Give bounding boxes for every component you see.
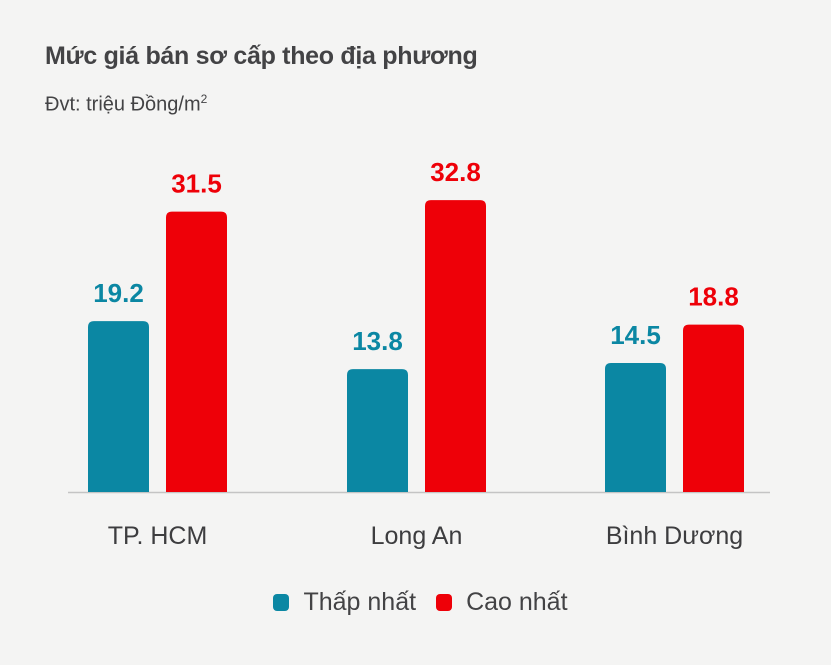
data-label-low-0: 19.2 <box>93 278 144 308</box>
bar-high-2 <box>683 324 744 492</box>
bar-low-0 <box>88 321 149 492</box>
legend-item-high: Cao nhất <box>436 588 568 617</box>
unit-superscript: 2 <box>200 92 208 106</box>
data-label-low-2: 14.5 <box>610 320 661 350</box>
x-tick-label: Long An <box>371 522 463 550</box>
bar-high-1 <box>425 200 486 492</box>
data-label-low-1: 13.8 <box>352 326 403 356</box>
x-tick-label: TP. HCM <box>108 522 208 550</box>
legend: Thấp nhất Cao nhất <box>0 588 831 617</box>
legend-label-high: Cao nhất <box>466 588 568 616</box>
x-tick-label: Bình Dương <box>606 522 743 550</box>
legend-swatch-high <box>436 594 453 611</box>
data-label-high-0: 31.5 <box>171 169 222 199</box>
chart-subtitle: Đvt: triệu Đồng/m2 <box>45 92 207 117</box>
legend-swatch-low <box>273 594 290 611</box>
unit-text: Đvt: triệu Đồng/m <box>45 93 201 116</box>
bar-high-0 <box>166 211 227 492</box>
chart-title: Mức giá bán sơ cấp theo địa phương <box>45 42 478 70</box>
data-label-high-2: 18.8 <box>688 282 739 312</box>
bar-low-2 <box>605 362 666 492</box>
data-label-high-1: 32.8 <box>430 157 481 187</box>
bar-low-1 <box>347 369 408 492</box>
legend-item-low: Thấp nhất <box>273 588 416 617</box>
legend-label-low: Thấp nhất <box>303 588 417 616</box>
